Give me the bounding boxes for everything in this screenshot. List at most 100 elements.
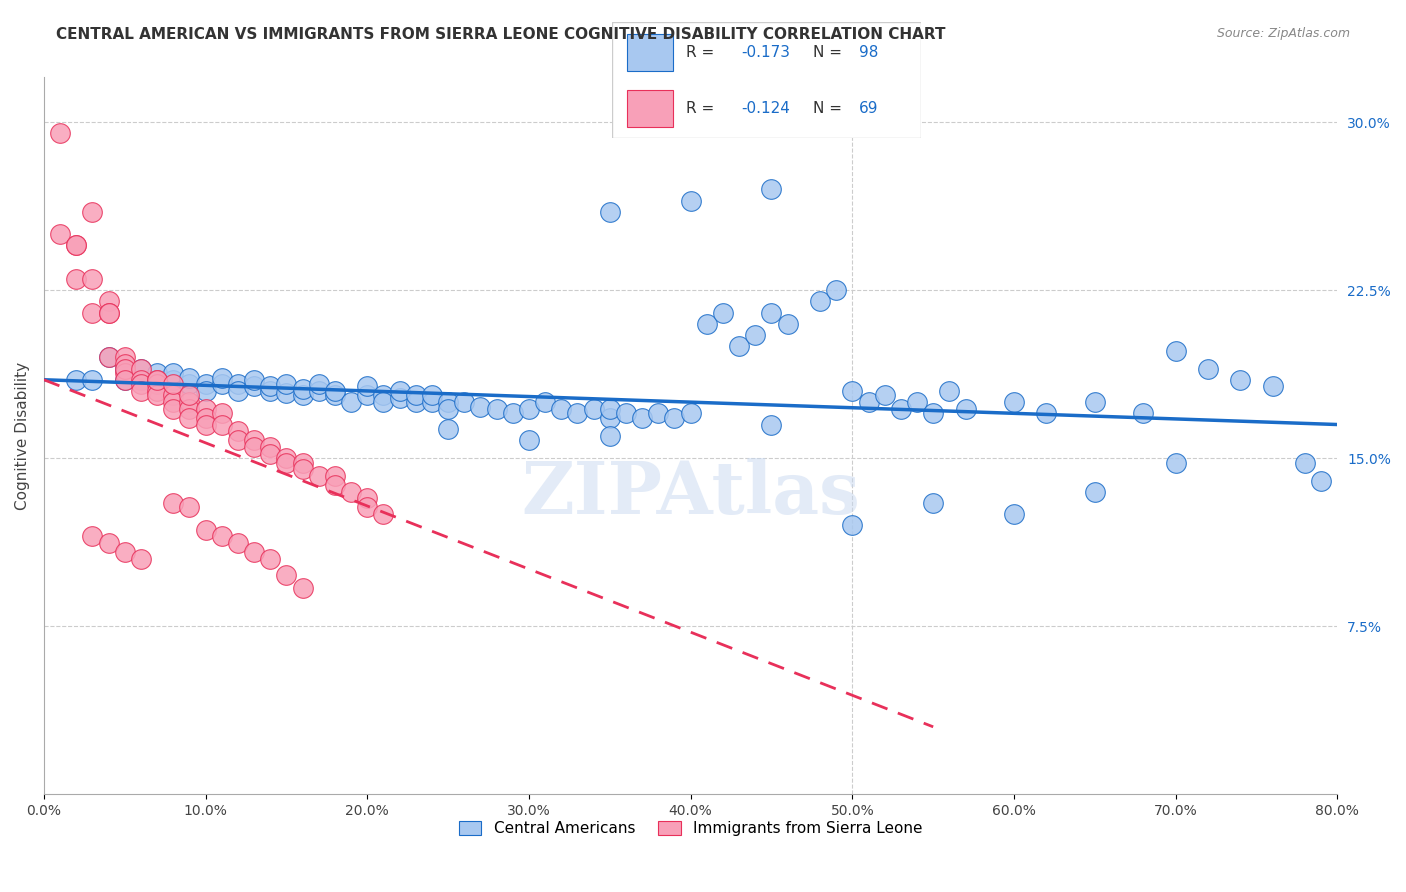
Point — [405, 388, 427, 402]
Text: Source: ZipAtlas.com: Source: ZipAtlas.com — [1216, 27, 1350, 40]
Point — [323, 478, 346, 492]
Point — [179, 395, 201, 409]
Point — [114, 373, 136, 387]
Point — [308, 377, 330, 392]
Point — [276, 451, 298, 466]
Point — [631, 410, 654, 425]
Point — [534, 395, 557, 409]
Point — [194, 377, 217, 392]
Point — [728, 339, 751, 353]
Point — [129, 373, 152, 387]
Point — [955, 401, 977, 416]
Text: R =: R = — [686, 45, 718, 60]
Point — [599, 401, 621, 416]
Point — [291, 581, 314, 595]
Point — [179, 377, 201, 392]
Text: ZIPAtlas: ZIPAtlas — [522, 458, 860, 529]
Point — [323, 388, 346, 402]
Point — [146, 366, 169, 380]
Point — [243, 545, 266, 559]
Point — [179, 370, 201, 384]
Point — [211, 377, 233, 392]
Point — [373, 507, 395, 521]
Point — [405, 395, 427, 409]
Point — [146, 384, 169, 398]
Point — [259, 384, 281, 398]
Point — [340, 484, 363, 499]
Point — [291, 456, 314, 470]
Point — [599, 428, 621, 442]
Point — [65, 272, 87, 286]
Point — [485, 401, 508, 416]
Point — [323, 469, 346, 483]
Point — [356, 500, 378, 515]
Point — [162, 496, 184, 510]
Point — [114, 361, 136, 376]
Point — [243, 379, 266, 393]
Point — [1035, 406, 1057, 420]
Point — [437, 395, 460, 409]
Point — [49, 127, 72, 141]
Point — [1164, 343, 1187, 358]
Point — [922, 496, 945, 510]
Point — [291, 462, 314, 476]
Point — [858, 395, 880, 409]
Point — [82, 272, 104, 286]
Point — [841, 384, 863, 398]
Point — [356, 491, 378, 506]
Text: 69: 69 — [859, 101, 879, 116]
Point — [146, 388, 169, 402]
Point — [276, 377, 298, 392]
Text: N =: N = — [813, 101, 846, 116]
Point — [259, 379, 281, 393]
Point — [82, 373, 104, 387]
Point — [1197, 361, 1219, 376]
FancyBboxPatch shape — [627, 89, 673, 127]
Point — [437, 422, 460, 436]
Point — [179, 401, 201, 416]
Point — [420, 395, 443, 409]
Point — [420, 388, 443, 402]
Point — [179, 500, 201, 515]
Point — [162, 366, 184, 380]
Y-axis label: Cognitive Disability: Cognitive Disability — [15, 361, 30, 510]
Point — [226, 377, 249, 392]
Point — [291, 382, 314, 396]
Point — [1164, 456, 1187, 470]
Point — [194, 417, 217, 432]
Point — [194, 384, 217, 398]
Point — [1261, 379, 1284, 393]
Point — [664, 410, 686, 425]
Point — [599, 204, 621, 219]
Point — [373, 388, 395, 402]
Point — [502, 406, 524, 420]
Text: -0.173: -0.173 — [741, 45, 790, 60]
Point — [517, 401, 540, 416]
Point — [841, 518, 863, 533]
Point — [129, 361, 152, 376]
Point — [162, 373, 184, 387]
Point — [49, 227, 72, 242]
Point — [291, 388, 314, 402]
Point — [162, 395, 184, 409]
Point — [890, 401, 912, 416]
Point — [146, 377, 169, 392]
Point — [226, 536, 249, 550]
Point — [276, 567, 298, 582]
Point — [567, 406, 589, 420]
Point — [761, 417, 783, 432]
Point — [259, 552, 281, 566]
Point — [82, 305, 104, 319]
Point — [243, 434, 266, 448]
Point — [65, 238, 87, 252]
Point — [1310, 474, 1333, 488]
Point — [162, 401, 184, 416]
Point — [453, 395, 475, 409]
Point — [194, 410, 217, 425]
Text: 98: 98 — [859, 45, 879, 60]
Point — [761, 182, 783, 196]
Point — [437, 401, 460, 416]
Point — [114, 361, 136, 376]
Point — [905, 395, 928, 409]
Point — [179, 410, 201, 425]
